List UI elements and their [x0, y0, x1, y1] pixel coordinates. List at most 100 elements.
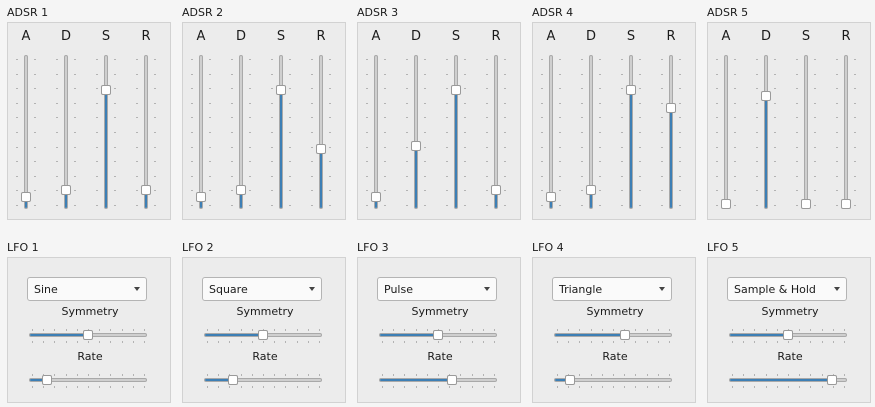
- tick-mark: [404, 329, 406, 331]
- slider-handle[interactable]: [258, 330, 268, 340]
- slider-handle[interactable]: [666, 102, 676, 113]
- lfo-frame: Pulse Symmetry Rate: [357, 257, 521, 403]
- tick-mark: [541, 205, 543, 206]
- tick-mark: [599, 190, 601, 192]
- tick-mark: [504, 205, 506, 206]
- waveform-dropdown[interactable]: Square: [202, 277, 322, 301]
- slider-handle[interactable]: [761, 91, 771, 101]
- tick-mark: [559, 59, 561, 60]
- tick-mark: [154, 175, 156, 177]
- slider-handle[interactable]: [841, 199, 851, 209]
- slider-handle[interactable]: [196, 191, 206, 202]
- slider-handle[interactable]: [371, 191, 381, 202]
- tick-mark: [76, 386, 78, 388]
- slider-groove: [729, 378, 847, 382]
- adsr-slider-r[interactable]: R: [306, 23, 336, 221]
- slider-handle[interactable]: [21, 191, 31, 202]
- slider-handle[interactable]: [451, 85, 461, 96]
- tick-mark: [504, 59, 506, 60]
- waveform-dropdown[interactable]: Sample & Hold: [727, 277, 847, 301]
- adsr-slider-r[interactable]: R: [131, 23, 161, 221]
- slider-handle[interactable]: [491, 184, 501, 195]
- tick-mark: [207, 386, 208, 388]
- slider-handle[interactable]: [721, 199, 731, 209]
- slider-handle[interactable]: [141, 184, 151, 195]
- tick-mark: [579, 386, 581, 388]
- slider-groove: [239, 55, 243, 209]
- adsr-slider-d[interactable]: D: [751, 23, 781, 221]
- slider-handle[interactable]: [411, 141, 421, 152]
- adsr-slider-label: D: [235, 29, 246, 44]
- tick-mark: [504, 132, 506, 133]
- tick-mark: [756, 132, 758, 133]
- tick-mark: [810, 386, 812, 388]
- slider-handle[interactable]: [626, 85, 636, 96]
- tick-mark: [464, 205, 466, 206]
- tick-mark: [734, 88, 736, 90]
- tick-mark: [754, 341, 756, 343]
- adsr-slider-label: D: [60, 29, 71, 44]
- slider-handle[interactable]: [227, 375, 238, 385]
- slider-handle[interactable]: [83, 330, 93, 340]
- slider-handle[interactable]: [619, 330, 630, 340]
- tick-mark: [406, 190, 408, 192]
- adsr-slider-s[interactable]: S: [441, 23, 471, 221]
- waveform-dropdown[interactable]: Triangle: [552, 277, 672, 301]
- lfo-frame: Square Symmetry Rate: [182, 257, 346, 403]
- adsr-slider-d[interactable]: D: [226, 23, 256, 221]
- tick-mark: [639, 205, 641, 206]
- tick-mark: [289, 73, 291, 75]
- tick-mark: [249, 59, 251, 60]
- slider-handle[interactable]: [783, 330, 793, 340]
- adsr-slider-s[interactable]: S: [266, 23, 296, 221]
- tick-mark: [504, 175, 506, 177]
- slider-handle[interactable]: [586, 184, 596, 195]
- slider-handle[interactable]: [101, 85, 111, 96]
- adsr-slider-a[interactable]: A: [11, 23, 41, 221]
- tick-mark: [716, 161, 718, 163]
- adsr-slider-s[interactable]: S: [791, 23, 821, 221]
- tick-mark: [639, 161, 641, 163]
- slider-handle[interactable]: [316, 144, 326, 155]
- slider-handle[interactable]: [41, 375, 52, 385]
- adsr-slider-s[interactable]: S: [91, 23, 121, 221]
- tick-mark: [121, 329, 123, 331]
- adsr-slider-d[interactable]: D: [51, 23, 81, 221]
- adsr-slider-a[interactable]: A: [711, 23, 741, 221]
- slider-handle[interactable]: [276, 85, 286, 96]
- tick-mark: [249, 132, 251, 133]
- tick-mark: [285, 386, 287, 388]
- tick-mark: [581, 59, 583, 60]
- tick-mark: [289, 102, 291, 104]
- slider-handle[interactable]: [564, 375, 575, 385]
- adsr-slider-r[interactable]: R: [656, 23, 686, 221]
- slider-handle[interactable]: [61, 184, 71, 195]
- tick-mark: [657, 329, 659, 331]
- slider-handle[interactable]: [433, 330, 443, 340]
- adsr-slider-a[interactable]: A: [186, 23, 216, 221]
- adsr-slider-d[interactable]: D: [576, 23, 606, 221]
- adsr-slider-a[interactable]: A: [536, 23, 566, 221]
- tick-mark: [599, 205, 601, 206]
- adsr-slider-r[interactable]: R: [831, 23, 861, 221]
- slider-fill: [590, 188, 592, 208]
- tick-mark: [56, 146, 58, 148]
- tick-mark: [814, 190, 816, 192]
- slider-handle[interactable]: [546, 191, 556, 202]
- adsr-slider-a[interactable]: A: [361, 23, 391, 221]
- tick-mark: [599, 146, 601, 148]
- waveform-dropdown[interactable]: Pulse: [377, 277, 497, 301]
- adsr-slider-s[interactable]: S: [616, 23, 646, 221]
- slider-handle[interactable]: [801, 199, 811, 209]
- tick-mark: [661, 132, 663, 133]
- slider-handle[interactable]: [236, 184, 246, 195]
- slider-handle[interactable]: [827, 375, 838, 385]
- tick-mark: [446, 59, 448, 60]
- slider-handle[interactable]: [447, 375, 458, 385]
- adsr-slider-d[interactable]: D: [401, 23, 431, 221]
- lfo-frame: Sine Symmetry Rate: [7, 257, 171, 403]
- adsr-slider-r[interactable]: R: [481, 23, 511, 221]
- tick-mark: [601, 374, 603, 376]
- slider-groove: [454, 55, 458, 209]
- waveform-dropdown[interactable]: Sine: [27, 277, 147, 301]
